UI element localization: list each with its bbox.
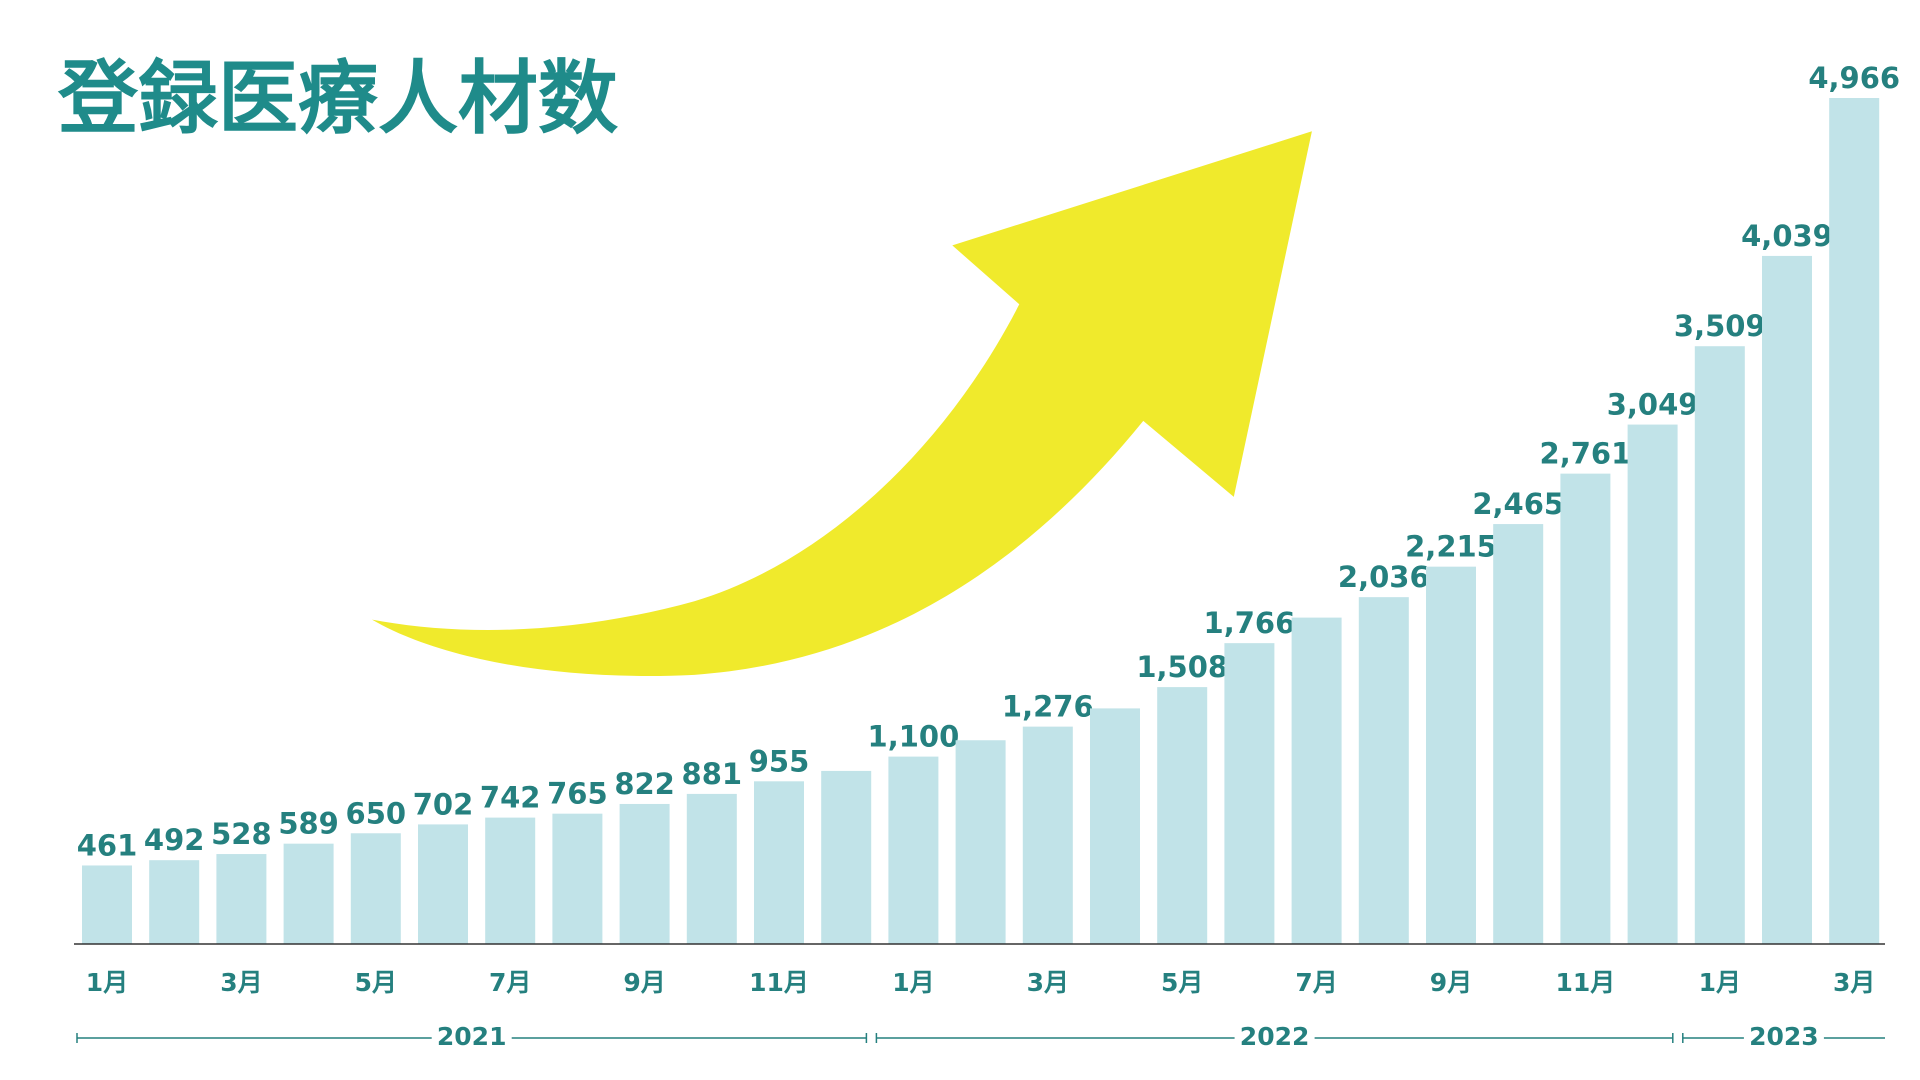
bar: [888, 756, 939, 944]
bar: [485, 817, 536, 944]
x-tick-label: 9月: [623, 968, 665, 997]
year-label: 2022: [1240, 1022, 1310, 1051]
bar: [552, 813, 603, 944]
data-label: 955: [749, 744, 810, 778]
x-tick-label: 3月: [220, 968, 262, 997]
x-tick-label: 1月: [892, 968, 934, 997]
bar: [1157, 687, 1208, 944]
year-label-bg: [431, 1020, 512, 1056]
bar: [216, 854, 267, 944]
x-tick-label: 7月: [1295, 968, 1337, 997]
data-label: 881: [682, 757, 743, 791]
data-label: 3,049: [1607, 388, 1699, 422]
data-label: 2,215: [1405, 530, 1497, 564]
x-tick-label: 11月: [749, 968, 809, 997]
x-tick-label: 9月: [1430, 968, 1472, 997]
data-label: 1,508: [1136, 650, 1228, 684]
data-label: 589: [278, 807, 339, 841]
bar: [619, 803, 670, 944]
bar: [350, 833, 401, 944]
data-label: 1,276: [1002, 690, 1094, 724]
data-label: 3,509: [1674, 309, 1766, 343]
x-tick-label: 3月: [1833, 968, 1875, 997]
year-label: 2021: [437, 1022, 507, 1051]
bar: [418, 824, 468, 944]
data-label: 702: [413, 787, 474, 821]
data-label: 492: [144, 823, 205, 857]
data-label: 822: [614, 767, 675, 801]
bar: [1493, 524, 1544, 944]
bar: [1022, 726, 1073, 944]
decorative-arrow: [372, 131, 1312, 677]
bar: [754, 781, 804, 944]
bar: [1224, 643, 1275, 944]
data-label: 765: [547, 777, 608, 811]
data-label: 1,100: [868, 720, 960, 754]
bar: [1426, 566, 1476, 944]
data-label: 2,036: [1338, 560, 1430, 594]
bar: [283, 843, 334, 944]
bar: [1291, 617, 1342, 944]
bar: [1560, 473, 1611, 944]
x-tick-label: 1月: [1699, 968, 1741, 997]
bar: [955, 740, 1006, 944]
data-label: 2,761: [1540, 437, 1632, 471]
data-label: 742: [480, 781, 541, 815]
data-label: 650: [346, 796, 407, 830]
bar: [82, 865, 132, 944]
data-label: 4,039: [1741, 219, 1833, 253]
x-tick-label: 7月: [489, 968, 531, 997]
x-tick-label: 5月: [1161, 968, 1203, 997]
data-label: 4,966: [1808, 61, 1900, 95]
bar: [1829, 98, 1880, 944]
data-label: 528: [211, 817, 272, 851]
bar: [1090, 708, 1140, 944]
bar: [686, 793, 737, 944]
data-label: 1,766: [1204, 606, 1296, 640]
bar: [821, 770, 872, 944]
x-tick-label: 1月: [86, 968, 128, 997]
bar: [1358, 597, 1409, 944]
bar: [1627, 424, 1678, 944]
year-label-bg: [1743, 1020, 1824, 1056]
chart-title: 登録医療人材数: [57, 52, 618, 145]
year-label-bg: [1234, 1020, 1315, 1056]
bar: [149, 860, 200, 944]
data-label: 2,465: [1472, 487, 1564, 521]
year-label: 2023: [1749, 1022, 1819, 1051]
bar: [1694, 346, 1745, 944]
x-tick-label: 11月: [1556, 968, 1616, 997]
bar: [1762, 255, 1812, 945]
x-tick-label: 5月: [355, 968, 397, 997]
x-tick-label: 3月: [1027, 968, 1069, 997]
data-label: 461: [77, 828, 138, 862]
